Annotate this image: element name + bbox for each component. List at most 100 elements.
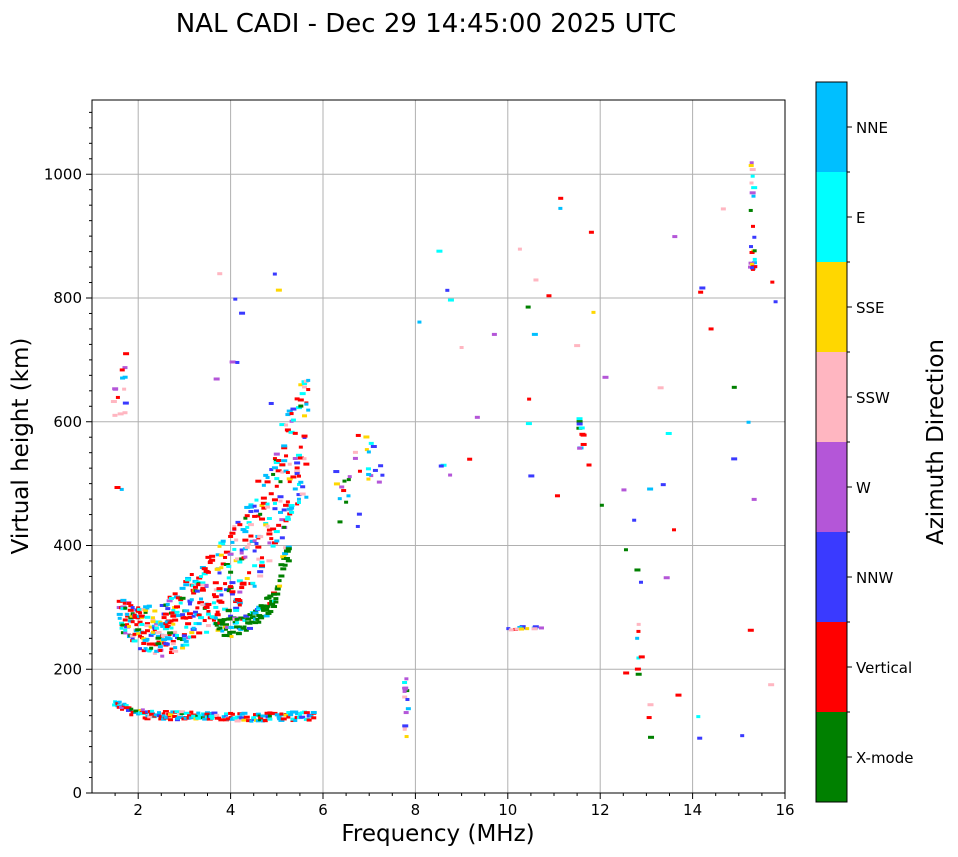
scatter-echo (436, 249, 443, 253)
scatter-echo (122, 401, 129, 405)
f-layer-echo (194, 589, 200, 593)
e-layer-echo (147, 715, 153, 719)
scatter-echo (402, 724, 409, 728)
x-mode-echo (265, 611, 272, 615)
f-layer-echo (144, 615, 151, 619)
f-layer-echo (247, 542, 252, 546)
sporadic-echo (357, 469, 362, 473)
scatter-echo (508, 628, 514, 632)
scatter-echo (580, 442, 587, 446)
f-layer-echo (278, 480, 283, 484)
f-layer-echo (172, 618, 179, 622)
scatter-echo (749, 181, 754, 185)
f-layer-echo (220, 539, 226, 543)
x-mode-echo (242, 618, 247, 622)
e-layer-echo (280, 717, 287, 721)
f-layer-echo (120, 598, 127, 602)
f-layer-echo (161, 638, 168, 642)
f-layer-echo (198, 616, 205, 620)
f-layer-echo (154, 622, 160, 626)
f-layer-echo (154, 624, 159, 628)
f-layer-echo (201, 572, 208, 576)
f-layer-echo (128, 616, 134, 620)
f-layer-echo (254, 498, 259, 502)
x-mode-echo (258, 616, 265, 620)
e-layer-echo (196, 711, 201, 715)
f-layer-echo (183, 583, 190, 587)
scatter-echo (697, 736, 703, 740)
f-layer-echo (171, 622, 176, 626)
f-layer-echo (294, 466, 300, 470)
scatter-echo (586, 463, 592, 467)
scatter-echo (378, 464, 384, 468)
e-layer-echo (263, 718, 268, 722)
f-layer-echo (298, 404, 304, 408)
f-layer-echo (300, 485, 306, 489)
e-layer-echo (258, 716, 264, 720)
scatter-echo (546, 294, 552, 298)
scatter-echo (752, 249, 757, 253)
e-layer-echo (279, 712, 284, 716)
scatter-echo (275, 288, 282, 292)
f-layer-echo (281, 459, 288, 463)
e-layer-echo (292, 710, 299, 714)
f-layer-echo (296, 500, 301, 504)
scatter-echo (749, 262, 754, 266)
f-layer-echo (289, 412, 294, 416)
f-layer-echo (261, 483, 266, 487)
y-tick-label: 200 (53, 660, 82, 678)
scatter-echo (402, 727, 407, 731)
colorbar-segment (816, 262, 847, 352)
f-layer-echo (284, 428, 291, 432)
e-layer-echo (309, 714, 314, 718)
f-layer-echo (215, 553, 220, 557)
f-layer-echo (228, 585, 234, 589)
colorbar-segment (816, 82, 847, 172)
f-layer-echo (130, 620, 135, 624)
f-layer-echo (170, 642, 176, 646)
scatter-echo (364, 448, 369, 452)
x-mode-echo (235, 625, 242, 629)
f-layer-echo (158, 649, 163, 653)
scatter-echo (751, 497, 757, 501)
f-layer-echo (259, 560, 265, 564)
f-layer-echo (173, 646, 178, 650)
f-layer-echo (272, 501, 277, 505)
f-layer-echo (279, 536, 285, 540)
f-layer-echo (125, 614, 130, 618)
f-layer-echo (155, 642, 162, 646)
scatter-echo (525, 305, 531, 309)
scatter-echo (474, 415, 480, 419)
f-layer-echo (259, 503, 265, 507)
f-layer-echo (155, 630, 162, 634)
f-layer-echo (218, 553, 224, 557)
scatter-echo (577, 446, 583, 450)
f-layer-echo (278, 499, 283, 503)
x-tick-label: 16 (775, 801, 794, 819)
f-layer-echo (299, 492, 306, 496)
f-layer-echo (217, 544, 222, 548)
sporadic-echo (708, 327, 714, 331)
f-layer-echo (285, 471, 290, 475)
f-layer-echo (125, 612, 130, 616)
f-layer-echo (192, 610, 198, 614)
colorbar-tick-label: W (856, 479, 871, 497)
f-layer-echo (234, 557, 241, 561)
sporadic-echo (648, 735, 655, 739)
scatter-echo (647, 703, 654, 707)
e-layer-echo (204, 712, 211, 716)
scatter-echo (268, 401, 274, 405)
f-layer-echo (223, 550, 230, 554)
f-layer-echo (252, 584, 257, 588)
scatter-echo (352, 456, 358, 460)
e-layer-echo (162, 710, 169, 714)
colorbar-segment (816, 622, 847, 712)
scatter-echo (376, 480, 382, 484)
e-layer-echo (156, 711, 161, 715)
x-mode-echo (264, 607, 270, 611)
scatter-echo (749, 168, 756, 172)
f-layer-echo (233, 608, 240, 612)
f-layer-echo (284, 454, 289, 458)
x-mode-echo (220, 629, 225, 633)
